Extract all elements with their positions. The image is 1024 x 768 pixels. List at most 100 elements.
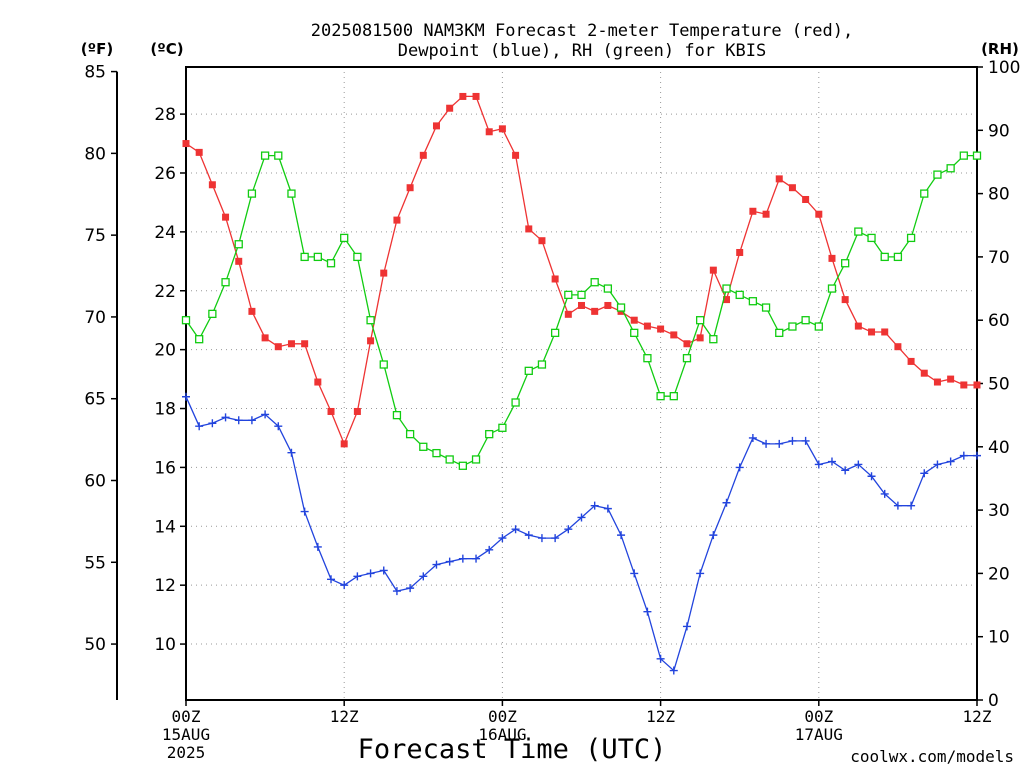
temperature-point — [933, 378, 941, 386]
rh-tick-label: 0 — [988, 691, 999, 711]
dewpoint-point — [920, 469, 929, 478]
temperature-point — [248, 307, 256, 315]
temperature-point — [498, 125, 506, 133]
temperature-point — [775, 175, 783, 183]
dewpoint-point — [458, 554, 467, 563]
dewpoint-point — [300, 507, 309, 516]
celsius-tick-label: 14 — [154, 517, 176, 537]
axes — [111, 66, 983, 706]
rh-point — [208, 309, 217, 319]
dewpoint-point — [841, 466, 850, 475]
celsius-tick-label: 16 — [154, 458, 176, 478]
rh-point — [788, 322, 797, 331]
dewpoint-point — [472, 554, 481, 563]
dewpoint-point — [933, 460, 942, 469]
fahrenheit-tick-label: 50 — [84, 635, 106, 655]
dewpoint-point — [854, 460, 863, 469]
rh-point — [550, 328, 560, 338]
dewpoint-point — [445, 557, 454, 566]
plot-frame — [185, 66, 978, 701]
celsius-tick-label: 22 — [154, 282, 176, 302]
dewpoint-point — [392, 587, 401, 596]
temperature-point — [723, 296, 731, 304]
fahrenheit-tick-label: 65 — [84, 390, 106, 410]
rh-tick-label: 10 — [988, 628, 1010, 648]
rh-point — [313, 252, 322, 262]
dewpoint-point — [762, 439, 771, 448]
temperature-point — [643, 322, 651, 330]
dewpoint-point — [261, 410, 270, 419]
rh-point — [300, 252, 309, 262]
dewpoint-point — [182, 392, 190, 401]
rh-point — [735, 290, 744, 300]
dewpoint-point — [656, 654, 665, 663]
rh-point — [893, 252, 903, 262]
dewpoint-point — [564, 525, 573, 534]
celsius-tick-label: 20 — [154, 341, 176, 361]
rh-point — [221, 278, 230, 287]
temperature-point — [340, 440, 348, 448]
temperature-point — [828, 254, 836, 262]
celsius-tick-label: 24 — [154, 223, 176, 243]
dewpoint-point — [696, 569, 705, 578]
x-tick-label: 00Z — [488, 707, 517, 726]
rh-point — [498, 423, 507, 432]
dewpoint-point — [709, 531, 718, 540]
temperature-point — [630, 316, 638, 324]
rh-point — [340, 233, 349, 243]
temperature-point — [485, 128, 493, 136]
dewpoint-point — [814, 460, 823, 469]
fahrenheit-tick-label: 75 — [84, 226, 106, 246]
x-axis-title: Forecast Time (UTC) — [358, 734, 667, 765]
rh-point — [748, 297, 758, 306]
dewpoint-point — [208, 419, 217, 428]
temperature-point — [802, 195, 810, 203]
rh-point — [274, 151, 283, 160]
dewpoint-point — [669, 666, 678, 675]
dewpoint-point — [498, 534, 507, 543]
rh-point — [669, 392, 678, 401]
dewpoint-point — [537, 534, 546, 543]
temperature-point — [960, 381, 968, 389]
rh-point — [682, 354, 692, 363]
dewpoint-series — [182, 392, 981, 675]
dewpoint-point — [195, 422, 204, 431]
rh-point — [827, 284, 837, 293]
rh-point — [247, 189, 257, 198]
dewpoint-point — [287, 448, 296, 457]
temperature-point — [788, 184, 796, 192]
temperature-point — [591, 307, 599, 315]
rh-point — [867, 233, 876, 243]
dewpoint-point — [907, 501, 916, 510]
rh-tick-label: 60 — [988, 311, 1010, 331]
dewpoint-point — [432, 560, 441, 569]
tick-labels: 50 55 60 65 70 75 80 85 10 12 14 16 18 20 22 24 26 28 0 10 2… — [84, 58, 1020, 762]
rh-point — [419, 442, 428, 451]
x-tick-date-label: 16AUG — [478, 725, 526, 744]
fahrenheit-tick-label: 85 — [84, 63, 106, 83]
celsius-tick-label: 18 — [154, 400, 176, 420]
rh-point — [643, 354, 652, 363]
rh-point — [260, 151, 270, 160]
dewpoint-point — [511, 525, 520, 534]
temperature-point — [578, 301, 585, 309]
rh-point — [458, 461, 468, 470]
rh-point — [616, 303, 626, 312]
x-tick-label: 12Z — [963, 707, 992, 726]
dewpoint-point — [247, 416, 256, 425]
rh-tick-label: 80 — [988, 185, 1010, 205]
temperature-point — [749, 207, 757, 215]
rh-point — [287, 189, 296, 198]
rh-unit-label: (RH) — [981, 40, 1019, 58]
rh-point — [656, 392, 665, 401]
rh-point — [366, 316, 375, 325]
x-tick-year-label: 2025 — [167, 743, 206, 762]
temperature-point — [736, 248, 744, 256]
fahrenheit-tick-label: 60 — [84, 471, 106, 491]
rh-point — [234, 240, 243, 249]
rh-point — [761, 303, 771, 312]
temperature-point — [815, 210, 823, 218]
dewpoint-point — [313, 542, 322, 551]
temperature-point — [881, 328, 889, 336]
dewpoint-point — [366, 569, 375, 578]
